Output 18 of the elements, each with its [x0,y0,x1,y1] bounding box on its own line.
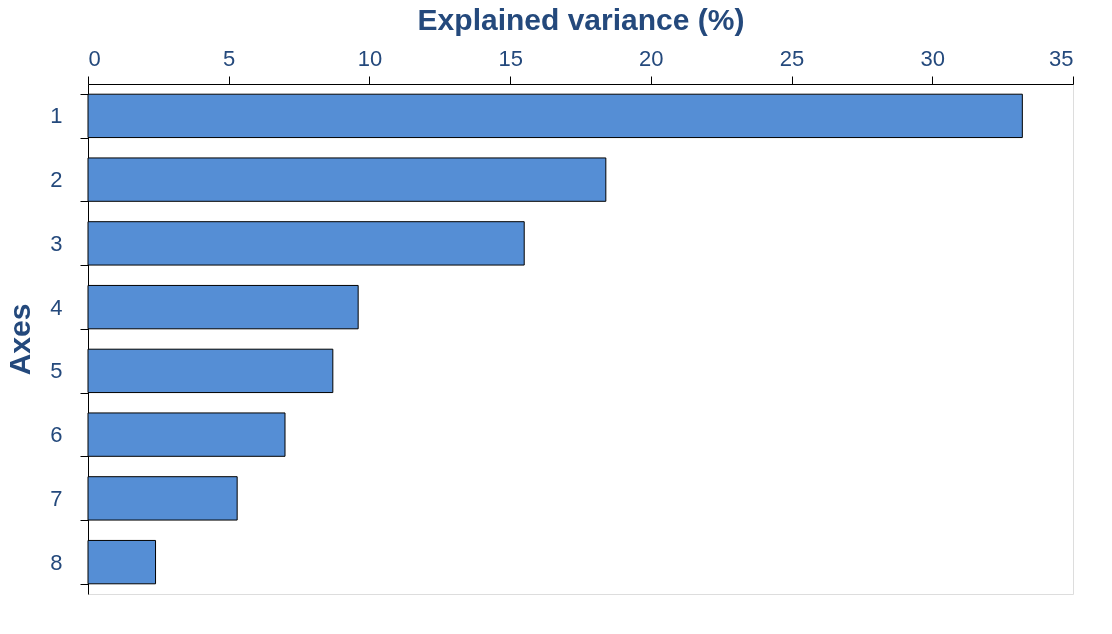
x-tick-label: 5 [223,45,236,71]
y-tick-label: 1 [50,103,63,129]
y-tick-label: 8 [50,549,63,575]
y-tick-label: 5 [50,358,63,384]
x-tick-label: 30 [920,45,946,71]
y-tick-label: 3 [50,230,63,256]
x-tick-label: 15 [498,45,523,71]
x-tick-label: 10 [357,45,383,71]
y-tick-label: 2 [50,167,63,193]
x-tick-label: 0 [88,45,101,71]
x-axis-title: Explained variance (%) [417,2,745,36]
x-tick-label: 35 [1049,45,1074,71]
y-tick-label: 6 [50,422,63,448]
x-tick-label: 25 [779,45,805,71]
y-axis-title: Axes [3,303,37,376]
x-tick-label: 20 [639,45,664,71]
y-tick-label: 4 [50,294,63,320]
y-tick-label: 7 [50,485,63,511]
